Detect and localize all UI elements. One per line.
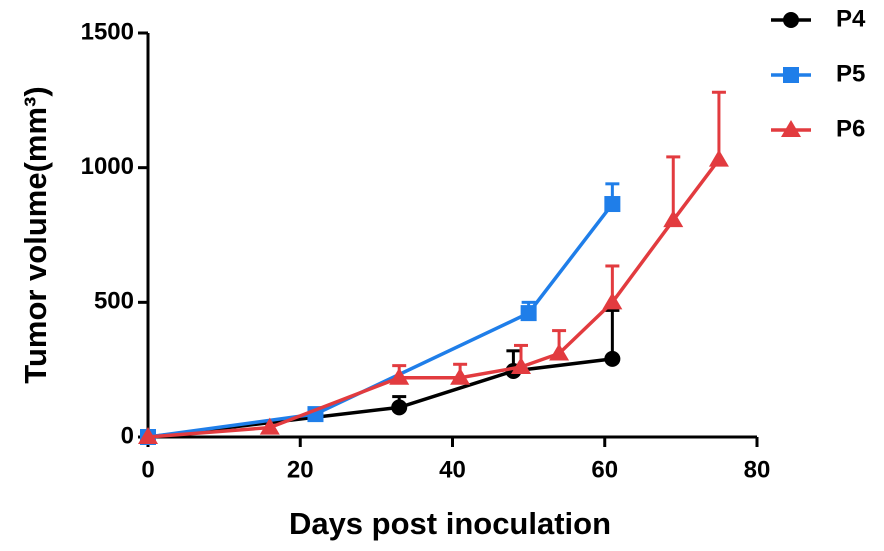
marker [549,343,570,361]
marker [259,417,280,435]
x-tick-label: 60 [591,456,618,483]
marker [783,12,799,28]
marker [450,367,471,385]
marker [511,356,532,374]
y-tick-label: 1500 [81,18,134,45]
marker [389,367,410,385]
x-tick-label: 40 [439,456,466,483]
y-tick-label: 1000 [81,153,134,180]
y-tick-label: 500 [94,288,134,315]
marker [663,210,684,228]
marker [708,149,729,167]
x-tick-label: 20 [287,456,314,483]
legend-label: P4 [836,5,866,32]
y-tick-label: 0 [121,422,134,449]
marker [604,196,621,213]
marker [781,120,801,137]
error-bar [666,155,681,221]
marker [520,305,537,322]
marker [604,350,621,367]
series-line [147,357,613,439]
y-axis-label: Tumor volume(mm³) [18,86,53,383]
error-bar [605,308,620,359]
series-line [147,202,614,439]
x-tick-label: 80 [744,456,771,483]
x-axis-label: Days post inoculation [289,506,611,541]
error-bar [711,90,726,160]
marker [783,67,799,83]
marker [602,292,623,310]
marker [138,427,158,444]
x-tick-label: 0 [141,456,154,483]
marker [391,399,408,416]
legend-label: P5 [836,60,865,87]
legend-label: P6 [836,115,865,142]
